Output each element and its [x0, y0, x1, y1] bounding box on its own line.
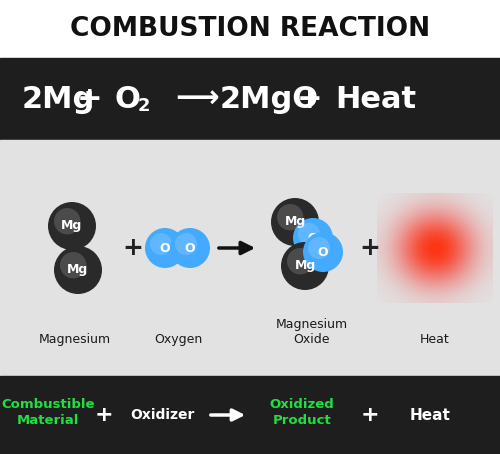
Circle shape [170, 228, 210, 268]
Circle shape [303, 232, 343, 272]
Text: Magnesium: Magnesium [39, 333, 111, 346]
Text: O: O [318, 246, 328, 258]
Circle shape [150, 233, 172, 255]
Text: Heat: Heat [335, 84, 416, 114]
Text: +: + [360, 405, 380, 425]
Circle shape [48, 202, 96, 250]
Text: Mg: Mg [284, 216, 306, 228]
Text: Oxidized
Product: Oxidized Product [270, 398, 334, 426]
Circle shape [175, 233, 197, 255]
Text: +: + [94, 405, 114, 425]
Text: +: + [297, 84, 323, 114]
Text: +: + [122, 236, 144, 260]
Text: ⟶: ⟶ [175, 84, 219, 114]
Circle shape [298, 223, 320, 245]
Circle shape [271, 198, 319, 246]
Bar [0, 58, 500, 140]
Text: Oxygen: Oxygen [154, 333, 202, 346]
Text: Heat: Heat [420, 333, 450, 346]
Text: Combustible
Material: Combustible Material [1, 398, 95, 426]
Text: Mg: Mg [294, 260, 316, 272]
Bar [0, 376, 500, 454]
Bar [0, 140, 500, 376]
Text: O: O [308, 232, 318, 245]
Circle shape [287, 248, 314, 274]
Text: 2Mg: 2Mg [22, 84, 95, 114]
Text: O: O [115, 84, 141, 114]
Text: O: O [184, 242, 196, 255]
Circle shape [54, 208, 80, 234]
Text: Mg: Mg [62, 219, 82, 232]
Circle shape [277, 204, 303, 230]
Text: Mg: Mg [68, 263, 88, 276]
Text: +: + [360, 236, 380, 260]
Circle shape [60, 252, 86, 278]
Text: O: O [160, 242, 170, 255]
Circle shape [54, 246, 102, 294]
Text: +: + [77, 84, 103, 114]
Circle shape [145, 228, 185, 268]
Text: Magnesium
Oxide: Magnesium Oxide [276, 318, 348, 346]
Text: 2: 2 [138, 97, 150, 115]
Text: Heat: Heat [410, 408, 451, 423]
Bar [0, 0, 500, 58]
Circle shape [281, 242, 329, 290]
Circle shape [293, 218, 333, 258]
Circle shape [308, 237, 330, 259]
Text: 2MgO: 2MgO [220, 84, 319, 114]
Text: COMBUSTION REACTION: COMBUSTION REACTION [70, 16, 430, 42]
Text: Oxidizer: Oxidizer [130, 408, 194, 422]
